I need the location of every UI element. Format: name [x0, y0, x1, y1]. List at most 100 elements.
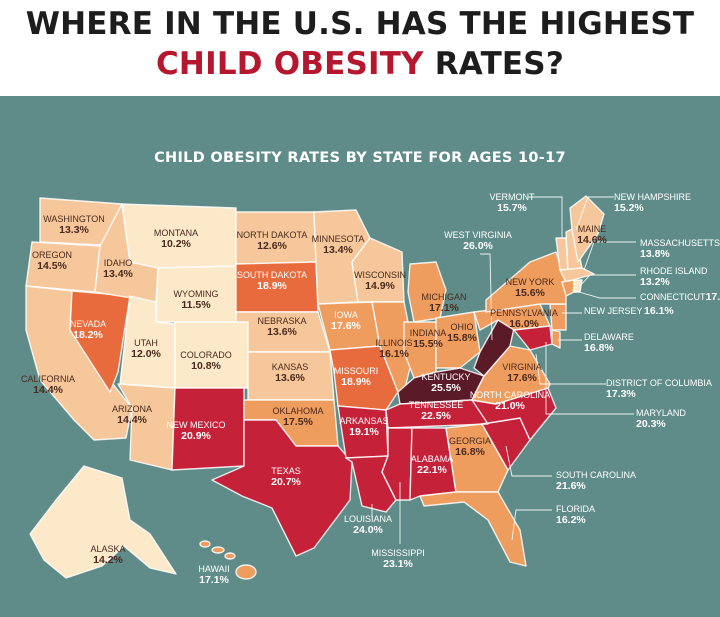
state-name-district-of-columbia: DISTRICT OF COLUMBIA — [606, 378, 712, 388]
state-value-texas: 20.7% — [271, 476, 301, 488]
leader-south-carolina — [505, 445, 552, 477]
state-name-georgia: GEORGIA — [449, 436, 491, 446]
state-name-new-hampshire: NEW HAMPSHIRE — [614, 192, 691, 202]
state-name-maryland: MARYLAND — [636, 408, 686, 418]
state-value-oklahoma: 17.5% — [283, 416, 313, 428]
title-part2: RATES? — [423, 46, 564, 82]
state-value-tennessee: 22.5% — [421, 410, 451, 422]
state-name-minnesota: MINNESOTA — [312, 234, 365, 244]
title-accent: CHILD OBESITY — [155, 46, 424, 82]
state-name-ohio: OHIO — [450, 322, 473, 332]
title-part1: WHERE IN THE U.S. HAS THE HIGHEST — [25, 6, 695, 42]
state-shape-wisconsin — [351, 237, 405, 303]
state-value-alabama: 22.1% — [417, 464, 447, 476]
state-name-missouri: MISSOURI — [334, 366, 379, 376]
state-value-utah: 12.0% — [131, 348, 161, 360]
state-shape-maine — [569, 195, 605, 263]
state-name-wyoming: WYOMING — [174, 289, 219, 299]
state-name-tennessee: TENNESSEE — [409, 400, 464, 410]
state-name-alaska: ALASKA — [90, 544, 125, 554]
state-value-new-jersey: 16.1% — [644, 305, 674, 317]
state-name-indiana: INDIANA — [410, 328, 447, 338]
state-name-massachusetts: MASSACHUSETTS — [640, 238, 720, 248]
state-value-rhode-island: 13.2% — [640, 276, 670, 288]
state-name-california: CALIFORNIA — [21, 374, 75, 384]
header: WHERE IN THE U.S. HAS THE HIGHEST CHILD … — [0, 0, 720, 96]
state-name-wisconsin: WISCONSIN — [354, 270, 406, 280]
state-value-virginia: 17.6% — [507, 372, 537, 384]
state-shape-massachusetts — [559, 267, 595, 283]
state-value-louisiana: 24.0% — [353, 524, 383, 536]
state-value-oregon: 14.5% — [37, 260, 67, 272]
state-value-new-mexico: 20.9% — [181, 430, 211, 442]
state-name-kentucky: KENTUCKY — [421, 372, 470, 382]
state-value-kentucky: 25.5% — [431, 382, 461, 394]
state-name-iowa: IOWA — [334, 310, 358, 320]
map-subtitle: CHILD OBESITY RATES BY STATE FOR AGES 10… — [154, 150, 566, 166]
state-name-rhode-island: RHODE ISLAND — [640, 266, 708, 276]
state-value-washington: 13.3% — [59, 224, 89, 236]
state-name-new-mexico: NEW MEXICO — [166, 420, 225, 430]
state-name-south-carolina: SOUTH CAROLINA — [556, 470, 636, 480]
state-shape-hawaii — [199, 540, 257, 580]
state-name-new-jersey: NEW JERSEY — [584, 306, 643, 316]
state-name-texas: TEXAS — [271, 466, 301, 476]
state-name-oklahoma: OKLAHOMA — [272, 406, 323, 416]
state-name-maine: MAINE — [578, 224, 607, 234]
state-name-north-carolina: NORTH CAROLINA — [470, 390, 550, 400]
state-value-mississippi: 23.1% — [383, 558, 413, 570]
leader-rhode-island — [579, 274, 636, 287]
title-line-2: CHILD OBESITY RATES? — [0, 46, 720, 82]
leader-massachusetts — [583, 241, 636, 271]
leader-new-hampshire — [575, 196, 614, 231]
state-value-maine: 14.6% — [577, 234, 607, 246]
leader-vermont — [528, 196, 563, 238]
state-name-nevada: NEVADA — [70, 319, 106, 329]
state-shape-florida — [419, 491, 527, 567]
state-shape-virginia — [471, 345, 551, 405]
state-value-wisconsin: 14.9% — [365, 280, 395, 292]
state-value-michigan: 17.1% — [429, 302, 459, 314]
state-name-washington: WASHINGTON — [43, 214, 105, 224]
state-name-michigan: MICHIGAN — [422, 292, 467, 302]
leader-maryland — [545, 342, 634, 415]
state-name-idaho: IDAHO — [104, 258, 133, 268]
state-value-district-of-columbia: 17.3% — [606, 388, 636, 400]
state-value-california: 14.4% — [33, 384, 63, 396]
state-shape-arizona — [117, 383, 176, 471]
state-name-hawaii: HAWAII — [198, 564, 229, 574]
state-value-new-york: 15.6% — [515, 287, 545, 299]
state-value-ohio: 15.8% — [447, 332, 477, 344]
state-name-nebraska: NEBRASKA — [257, 316, 306, 326]
state-value-connecticut: 17.0% — [706, 291, 720, 303]
